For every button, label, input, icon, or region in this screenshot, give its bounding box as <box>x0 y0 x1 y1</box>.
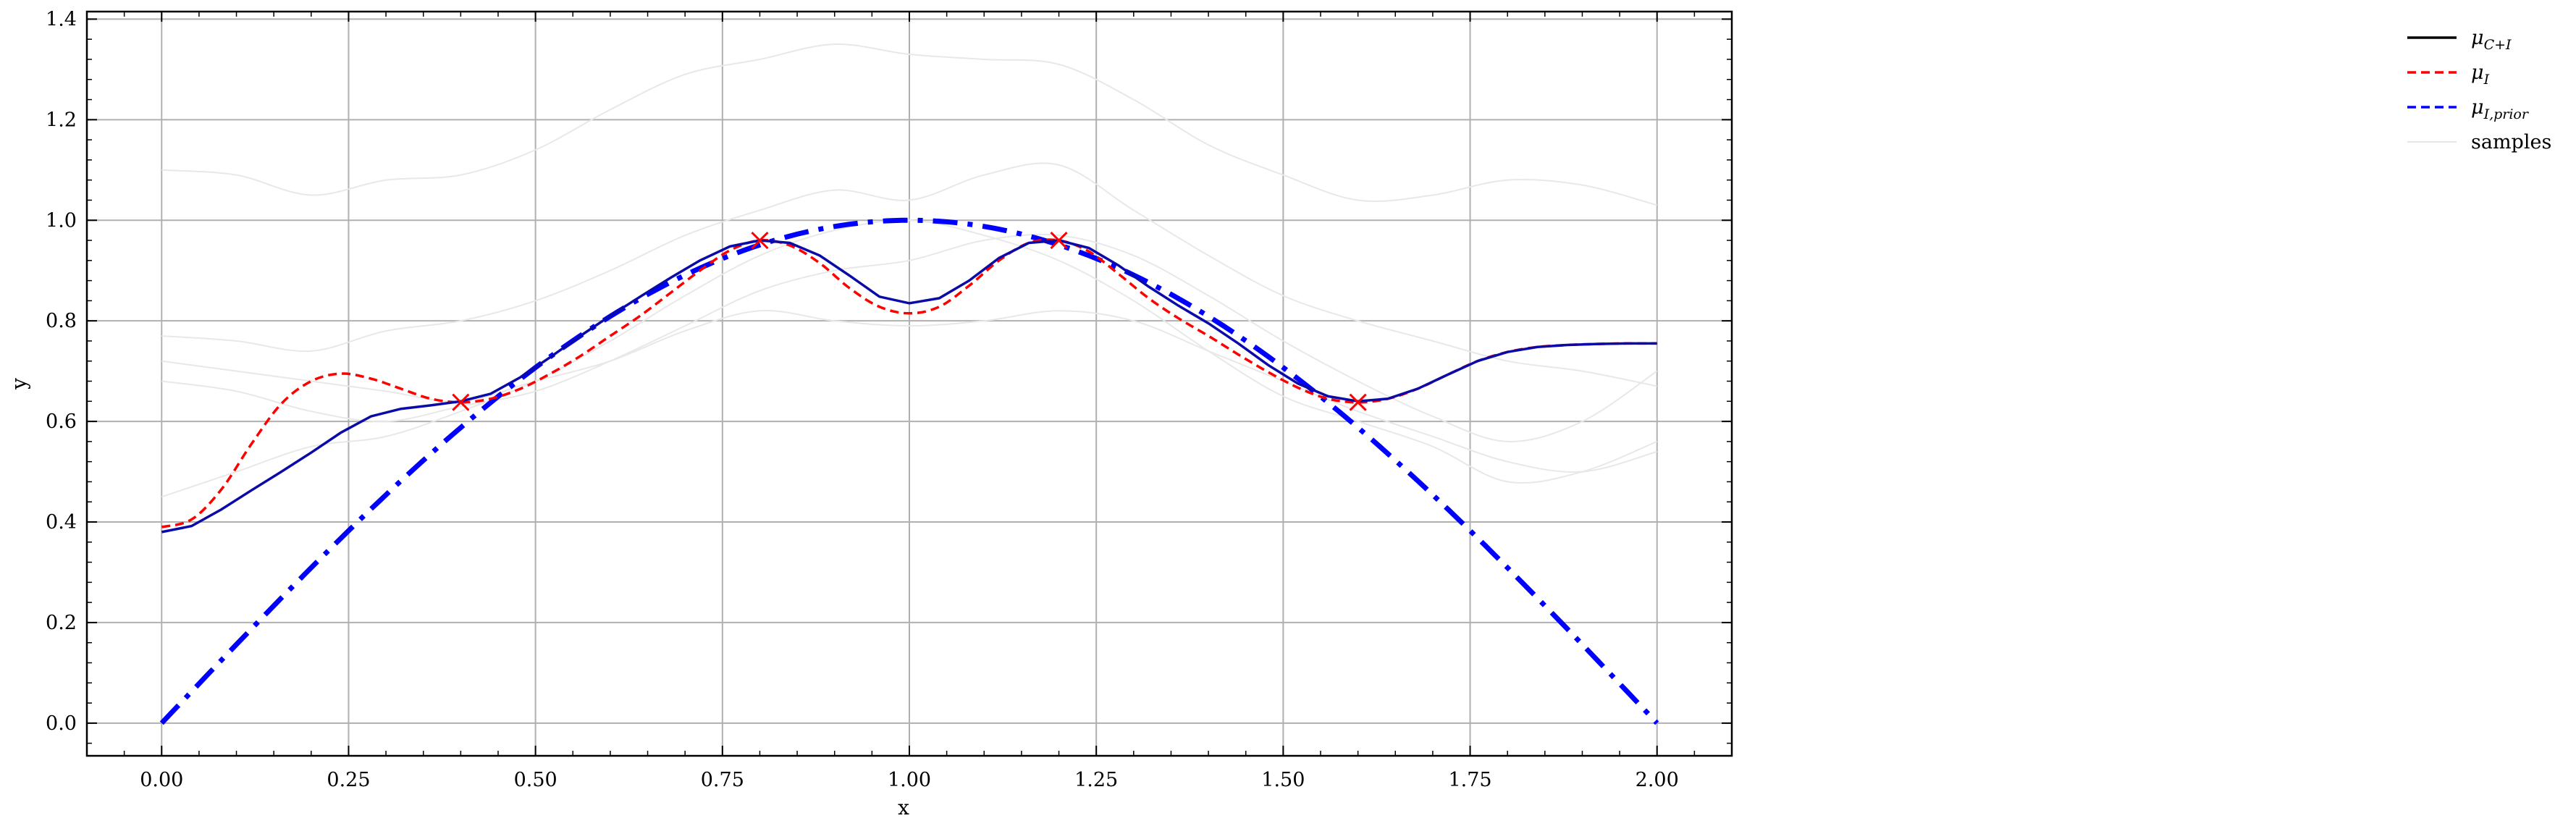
sample-line-3 <box>161 310 1657 473</box>
observation-marker-3 <box>1050 231 1068 250</box>
y-tick-label: 0.8 <box>46 310 77 332</box>
y-tick-label: 1.0 <box>46 209 77 232</box>
sample-line-5 <box>161 219 1658 498</box>
legend-label: μI <box>2471 62 2490 88</box>
legend-entry-mu_CI: μC+I <box>2407 27 2512 53</box>
mu-ci-line <box>161 239 1657 534</box>
x-tick-label: 1.75 <box>1448 769 1491 791</box>
observation-stroke <box>751 231 769 250</box>
sample-line-1 <box>161 43 1657 206</box>
observation-stroke <box>1349 393 1367 411</box>
y-tick-label: 0.4 <box>46 511 77 534</box>
observation-marker-1 <box>452 393 470 411</box>
y-tick-label: 0.6 <box>46 410 77 433</box>
prior-mean-line <box>159 217 1659 725</box>
x-tick-label: 0.50 <box>514 769 557 791</box>
plot-area <box>159 43 1659 725</box>
sample-line-2 <box>161 162 1657 387</box>
x-tick-label: 2.00 <box>1636 769 1679 791</box>
x-axis-label: x <box>898 796 909 820</box>
legend-entry-mu_I: μI <box>2407 62 2490 88</box>
legend-entry-samples: samples <box>2407 131 2551 153</box>
x-tick-label: 0.25 <box>327 769 370 791</box>
legend-label: μI,prior <box>2471 96 2530 122</box>
x-tick-label: 1.50 <box>1261 769 1305 791</box>
x-tick-label: 1.00 <box>888 769 931 791</box>
y-axis-label: y <box>7 378 31 390</box>
observation-stroke <box>1050 231 1068 250</box>
legend-entry-mu_prior: μI,prior <box>2407 96 2530 122</box>
observation-marker-4 <box>1349 393 1367 411</box>
x-tick-label: 0.00 <box>140 769 183 791</box>
mu-i-line <box>161 238 1657 528</box>
observation-stroke <box>452 393 470 411</box>
observation-marker-2 <box>751 231 769 250</box>
sample-line-4 <box>161 233 1658 442</box>
legend-label: samples <box>2471 131 2551 153</box>
y-tick-label: 1.4 <box>46 8 77 30</box>
x-tick-label: 1.25 <box>1074 769 1118 791</box>
y-tick-label: 0.0 <box>46 712 77 735</box>
x-tick-label: 0.75 <box>701 769 744 791</box>
y-tick-label: 1.2 <box>46 109 77 131</box>
axis-ticks: 0.00 0.25 0.50 0.75 1.00 1.25 1.50 1.75 2.00 0.0 0… <box>46 8 1732 791</box>
legend-label: μC+I <box>2471 27 2512 53</box>
legend: μC+I μI μI,prior samples <box>2407 27 2551 153</box>
y-tick-label: 0.2 <box>46 612 77 634</box>
